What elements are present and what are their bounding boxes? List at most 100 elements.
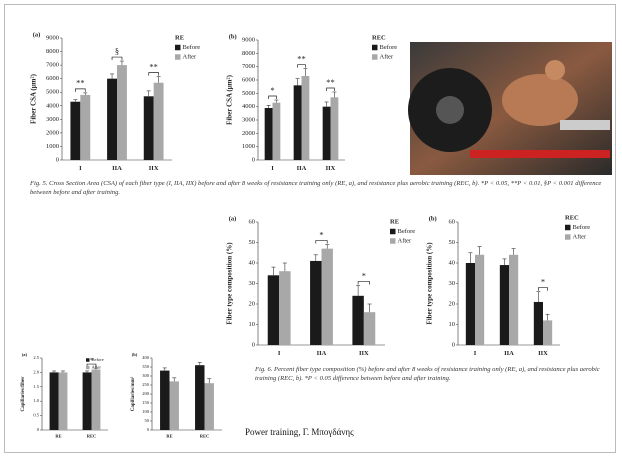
significance-label: ** (326, 77, 335, 87)
y-tick-label: 50 (249, 239, 256, 246)
y-tick-label: 9000 (242, 36, 255, 43)
y-tick-label: 4000 (242, 103, 255, 110)
bar (279, 271, 290, 345)
y-tick-label: 4000 (46, 102, 59, 109)
bar (117, 65, 127, 160)
y-tick-label: 1.5 (33, 384, 39, 389)
legend-label: Before (398, 228, 416, 235)
y-tick-label: 8000 (46, 48, 59, 55)
legend-swatch (565, 234, 571, 240)
y-tick-label: 50 (145, 418, 150, 423)
y-tick-label: 1000 (242, 143, 255, 150)
legend-swatch (390, 238, 396, 244)
y-tick-label: 5000 (242, 90, 255, 97)
y-tick-label: 10 (449, 321, 456, 328)
bar (273, 103, 281, 160)
legend-label: Before (380, 44, 398, 51)
y-tick-label: 30 (249, 280, 256, 287)
charts: 0100020003000400050006000700080009000Fib… (0, 0, 622, 459)
y-axis-label: Fiber type composition (%) (226, 242, 234, 325)
y-tick-label: 30 (449, 280, 456, 287)
bar (107, 79, 117, 160)
x-tick-label: RE (55, 434, 61, 439)
x-tick-label: REC (87, 434, 97, 439)
significance-label: * (541, 276, 545, 286)
y-tick-label: 20 (249, 300, 256, 307)
bar (534, 302, 543, 345)
significance-bracket (149, 73, 159, 76)
bar (310, 261, 321, 345)
y-axis-label: Capillaries/mm² (130, 376, 136, 411)
legend-label: After (573, 233, 588, 240)
y-tick-label: 40 (249, 259, 256, 266)
y-tick-label: 0 (56, 156, 59, 163)
panel-label: (b) (229, 33, 237, 40)
legend-label: After (380, 53, 395, 60)
x-tick-label: IIA (317, 350, 327, 357)
y-tick-label: 6000 (46, 75, 59, 82)
x-tick-label: IIX (326, 165, 336, 172)
bar (50, 372, 59, 430)
bar (364, 312, 375, 345)
y-tick-label: 400 (142, 355, 150, 360)
y-tick-label: 0.5 (33, 413, 39, 418)
y-tick-label: 2000 (46, 129, 59, 136)
significance-label: * (270, 85, 274, 95)
y-tick-label: 6000 (242, 76, 255, 83)
significance-label: ** (149, 61, 158, 71)
y-tick-label: 40 (449, 259, 456, 266)
y-tick-label: 100 (142, 409, 150, 414)
significance-bracket (327, 88, 335, 91)
y-tick-label: 50 (449, 239, 456, 246)
figure-caption: Fig. 5. Cross Section Area (CSA) of each… (30, 180, 610, 197)
y-tick-label: 250 (142, 382, 150, 387)
x-tick-label: IIA (297, 165, 307, 172)
x-tick-label: IIX (538, 350, 548, 357)
y-axis-label: Capillaries/fiber (21, 376, 26, 412)
y-tick-label: 9000 (46, 34, 59, 41)
y-axis-label: Fiber CSA (μm²) (30, 73, 38, 124)
y-tick-label: 150 (142, 400, 150, 405)
y-tick-label: 60 (249, 218, 256, 225)
y-tick-label: 1.0 (33, 398, 39, 403)
x-tick-label: RE (166, 434, 172, 439)
panel-label: (a) (229, 215, 237, 222)
significance-bracket (316, 241, 327, 244)
legend-label: Before (183, 44, 201, 51)
bar (322, 249, 333, 345)
y-tick-label: 350 (142, 364, 150, 369)
x-tick-label: I (278, 350, 281, 357)
bar (70, 102, 80, 160)
footer: Power training, Γ. Μπογδάνης (245, 427, 354, 437)
significance-bracket (358, 282, 369, 285)
y-tick-label: 0 (147, 427, 150, 432)
bar (144, 96, 154, 160)
significance-label: ** (76, 78, 85, 88)
y-tick-label: 3000 (242, 116, 255, 123)
legend-label: After (183, 53, 198, 60)
legend-swatch (175, 45, 181, 51)
y-tick-label: 10 (249, 321, 256, 328)
legend-swatch (565, 225, 571, 231)
bar (92, 370, 101, 430)
legend-swatch (175, 54, 181, 60)
y-tick-label: 0 (452, 341, 455, 348)
legend-swatch (372, 45, 378, 51)
legend-swatch (86, 366, 90, 370)
legend-swatch (372, 54, 378, 60)
y-tick-label: 200 (142, 391, 150, 396)
legend-title: REC (372, 34, 386, 41)
legend-label: After (92, 365, 102, 370)
x-tick-label: IIA (504, 350, 514, 357)
y-tick-label: 20 (449, 300, 456, 307)
bar (170, 381, 179, 430)
bar (466, 263, 475, 345)
bar (294, 85, 302, 160)
panel-label: (a) (22, 352, 28, 357)
legend-title: REC (565, 214, 579, 221)
y-tick-label: 7000 (46, 62, 59, 69)
y-tick-label: 3000 (46, 116, 59, 123)
significance-bracket (538, 288, 547, 291)
y-tick-label: 5000 (46, 89, 59, 96)
bar (205, 383, 214, 430)
